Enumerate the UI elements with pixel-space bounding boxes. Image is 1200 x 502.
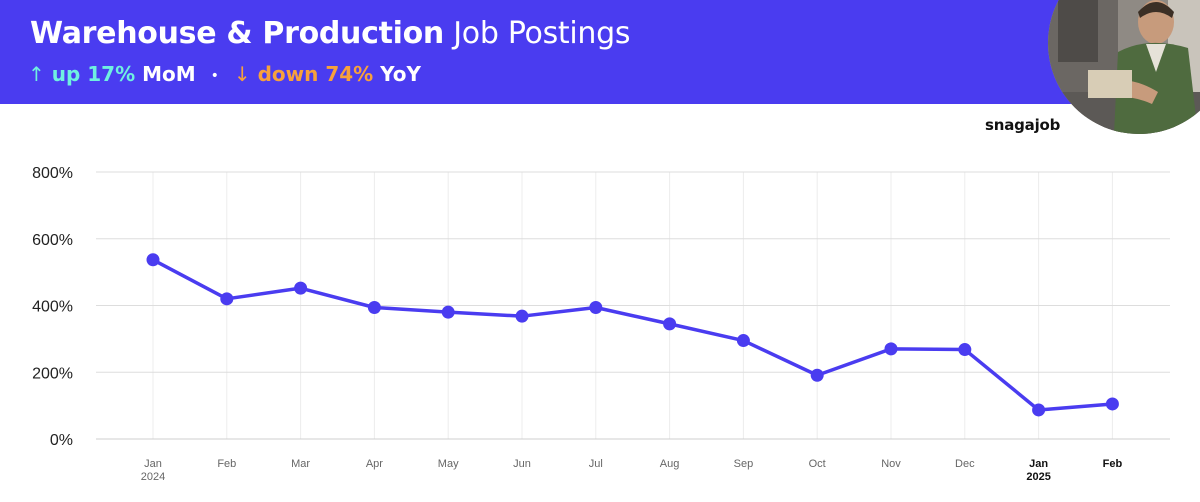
arrow-up-icon: ↑ (28, 62, 45, 86)
data-point (589, 301, 603, 315)
x-tick-label: Feb (1103, 458, 1123, 470)
data-point (1105, 397, 1119, 411)
title-light: Job Postings (453, 16, 631, 51)
x-tick-label: Sep (734, 458, 754, 470)
data-point (736, 334, 750, 348)
x-tick-label: Apr (366, 458, 383, 470)
y-tick-label: 200% (32, 365, 73, 382)
data-point (220, 292, 234, 306)
y-tick-label: 800% (32, 165, 73, 182)
worker-photo (1048, 0, 1200, 134)
x-tick-label: Mar (291, 458, 310, 470)
mom-change: up 17% (51, 62, 136, 86)
header-banner: Warehouse & Production Job Postings ↑ up… (0, 0, 1200, 104)
y-tick-label: 400% (32, 299, 73, 316)
snagajob-logo: snagajob (985, 116, 1061, 134)
page-title: Warehouse & Production Job Postings (30, 14, 631, 54)
data-point (146, 253, 160, 267)
x-tick-label: Nov (881, 458, 901, 470)
mom-label: MoM (142, 62, 196, 86)
data-point (1032, 403, 1046, 417)
x-tick-label: Aug (660, 458, 680, 470)
data-point (515, 309, 529, 323)
data-point (884, 342, 898, 356)
yoy-change: down 74% (257, 62, 374, 86)
y-tick-label: 600% (32, 232, 73, 249)
separator-dot: • (210, 67, 219, 84)
x-tick-year-label: 2025 (1026, 471, 1050, 483)
data-point (441, 305, 455, 319)
x-tick-label: Jul (589, 458, 603, 470)
arrow-down-icon: ↓ (233, 62, 251, 86)
data-point (810, 368, 824, 382)
title-strong: Warehouse & Production (30, 16, 444, 51)
data-point (958, 343, 972, 357)
x-tick-label: Jan (144, 458, 162, 470)
data-point (663, 317, 677, 331)
x-tick-year-label: 2024 (141, 471, 165, 483)
x-tick-label: May (438, 458, 459, 470)
x-tick-label: Jan (1029, 458, 1048, 470)
x-tick-label: Feb (217, 458, 236, 470)
yoy-label: YoY (380, 62, 422, 86)
data-point (294, 281, 308, 295)
change-summary: ↑ up 17% MoM • ↓ down 74% YoY (28, 60, 421, 90)
data-point (367, 301, 381, 315)
x-tick-label: Dec (955, 458, 975, 470)
x-tick-label: Oct (809, 458, 826, 470)
series-line (151, 258, 1115, 412)
y-tick-label: 0% (50, 432, 73, 449)
worker-photo-illustration (1048, 0, 1200, 134)
x-tick-label: Jun (513, 458, 531, 470)
